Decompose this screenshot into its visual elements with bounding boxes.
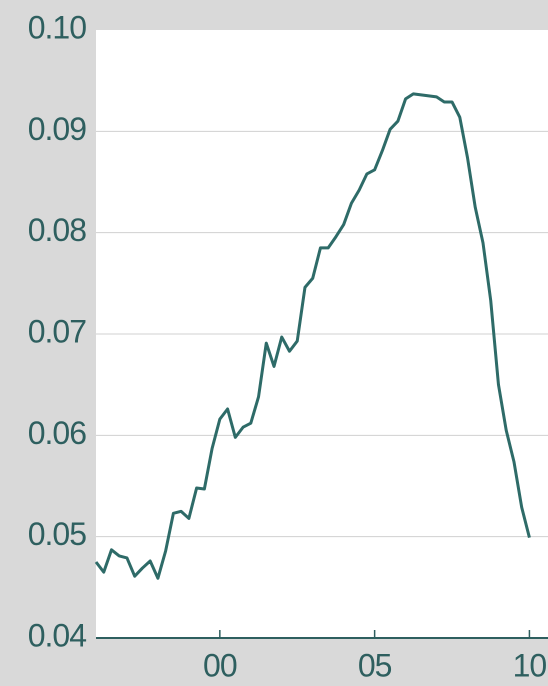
x-tick-label: 00 [203,647,237,683]
x-tick-label: 05 [358,647,392,683]
y-tick-label: 0.07 [28,313,86,349]
y-tick-label: 0.10 [28,9,86,45]
y-tick-label: 0.08 [28,212,86,248]
y-tick-label: 0.09 [28,111,86,147]
y-tick-label: 0.06 [28,415,86,451]
y-tick-label: 0.05 [28,516,86,552]
data-line [94,92,531,580]
y-tick-label: 0.04 [28,617,86,653]
x-tick-label: 10 [513,647,547,683]
